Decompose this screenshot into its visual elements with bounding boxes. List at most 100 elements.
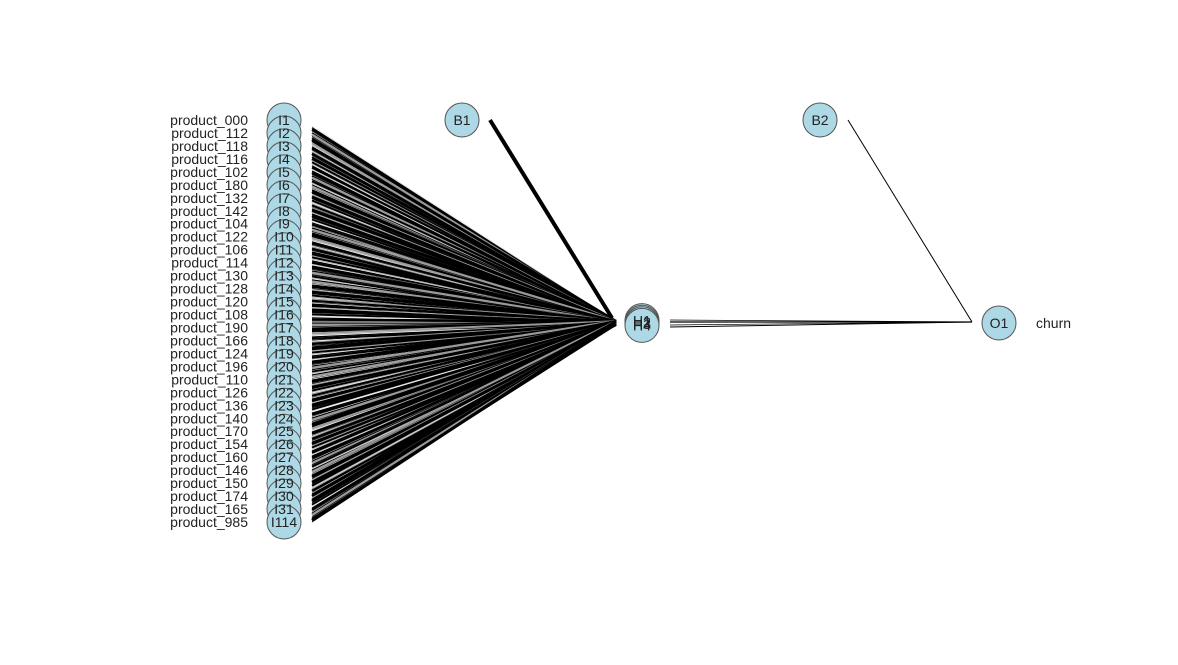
input-node-label: I15: [274, 294, 294, 310]
bias-node-b1-label: B1: [453, 112, 470, 128]
input-label: product_174: [170, 488, 248, 504]
input-label: product_000: [170, 112, 248, 128]
input-node-label: I3: [278, 138, 290, 154]
input-hidden-edge: [311, 319, 617, 446]
input-label: product_140: [170, 410, 248, 426]
input-label: product_128: [170, 281, 248, 297]
input-node-label: I22: [274, 384, 294, 400]
input-node-label: I30: [274, 488, 294, 504]
input-hidden-edge: [311, 320, 617, 327]
input-label: product_196: [170, 358, 248, 374]
input-label: product_116: [171, 151, 248, 167]
input-hidden-edge: [311, 278, 617, 322]
input-hidden-edge: [311, 320, 617, 404]
input-hidden-edge: [311, 320, 617, 522]
input-node-label: I25: [274, 423, 294, 439]
input-hidden-edge: [311, 125, 617, 322]
input-hidden-edge: [311, 271, 617, 324]
input-hidden-edge: [311, 264, 617, 322]
input-node-label: I9: [278, 216, 290, 232]
input-hidden-edge: [311, 320, 617, 417]
input-label: product_136: [170, 397, 248, 413]
input-hidden-edge: [311, 256, 617, 323]
input-label: product_102: [170, 164, 248, 180]
input-node-label: I17: [274, 320, 294, 336]
input-node-label: I2: [278, 125, 290, 141]
hidden-node-label: H3: [633, 316, 651, 332]
input-label: product_146: [170, 462, 248, 478]
input-hidden-edge: [311, 228, 617, 323]
input-label: product_180: [170, 177, 248, 193]
input-node-label: I24: [274, 410, 294, 426]
input-hidden-edge: [311, 320, 617, 335]
input-label: product_108: [170, 307, 248, 323]
input-hidden-edge: [311, 321, 617, 351]
input-node-label: I13: [274, 268, 294, 284]
input-hidden-edge: [311, 320, 617, 460]
input-hidden-edge: [311, 250, 617, 322]
input-label: product_122: [170, 229, 248, 245]
input-node-label: I6: [278, 177, 290, 193]
input-hidden-edge: [311, 180, 617, 323]
bias-b2-edge: [847, 119, 973, 323]
input-label: product_165: [170, 501, 248, 517]
output-node-o1: O1: [981, 305, 1017, 341]
input-node-label: I21: [274, 371, 294, 387]
input-node-label: I29: [274, 475, 294, 491]
hidden-node-label: H4: [633, 317, 651, 333]
input-node-column: I1I2I3I4I5I6I7I8I9I10I11I12I13I14I15I16I…: [266, 102, 302, 540]
input-hidden-edge: [311, 318, 617, 323]
input-label: product_142: [170, 203, 248, 219]
hidden-node-label: H1: [633, 313, 651, 329]
input-node-label: I114: [271, 514, 297, 530]
bias-node-b1: B1: [444, 102, 480, 138]
input-hidden-edge: [311, 174, 617, 322]
input-hidden-edge: [311, 319, 617, 384]
input-node-label: I5: [278, 164, 290, 180]
input-label: product_106: [170, 242, 248, 258]
input-label: product_114: [171, 255, 248, 271]
hidden-node-label: H2: [633, 314, 651, 330]
input-label: product_132: [170, 190, 248, 206]
input-hidden-edge: [311, 319, 617, 370]
input-label: product_190: [170, 320, 248, 336]
input-node-label: I31: [274, 501, 294, 517]
input-hidden-edge: [311, 320, 617, 487]
input-label: product_124: [170, 345, 248, 361]
input-hidden-edge: [311, 304, 617, 323]
input-node-label: I10: [274, 229, 294, 245]
input-node-label: I26: [274, 436, 294, 452]
output-label-churn: churn: [1036, 315, 1071, 331]
input-label: product_150: [170, 475, 248, 491]
input-hidden-edge: [311, 201, 617, 322]
input-node-label: I19: [274, 345, 294, 361]
input-node-label: I12: [274, 255, 294, 271]
input-label: product_166: [170, 333, 248, 349]
input-hidden-edge: [311, 152, 617, 323]
input-hidden-edge: [311, 320, 617, 341]
input-hidden-edge: [311, 312, 617, 322]
input-label: product_170: [170, 423, 248, 439]
input-hidden-edge: [311, 290, 617, 323]
input-node-label: I18: [274, 333, 294, 349]
input-hidden-edge: [311, 214, 617, 323]
input-hidden-edge: [311, 320, 617, 411]
input-node-label: I4: [278, 151, 290, 167]
input-hidden-edge: [311, 320, 617, 473]
input-node-label: I23: [274, 397, 294, 413]
input-node-label: I7: [278, 190, 290, 206]
input-hidden-edge: [311, 321, 617, 355]
input-node-label: I1: [278, 112, 290, 128]
network-edges: [311, 118, 973, 523]
input-label: product_110: [171, 371, 248, 387]
input-label-column: product_000product_112product_118product…: [170, 112, 248, 530]
input-hidden-edge: [311, 321, 617, 431]
input-hidden-edge: [311, 320, 617, 493]
input-label: product_985: [170, 514, 248, 530]
hidden-node: [624, 307, 660, 343]
input-node-label: I28: [274, 462, 294, 478]
bias-node-b2: B2: [802, 102, 838, 138]
bias-node-b2-label: B2: [811, 112, 828, 128]
input-label: product_154: [170, 436, 248, 452]
